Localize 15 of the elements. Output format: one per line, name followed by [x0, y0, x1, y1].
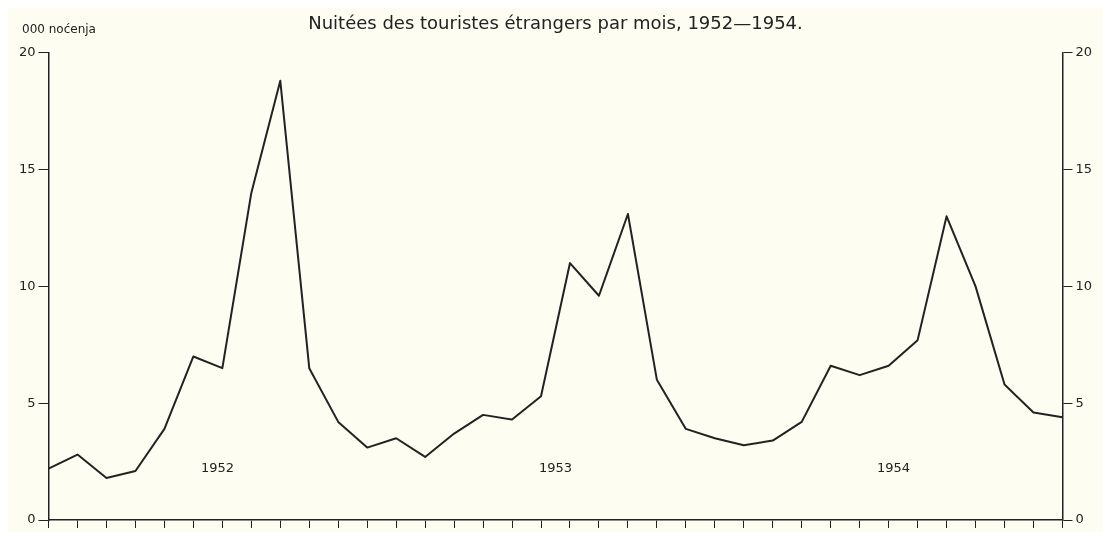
y2-tick-label: 15	[1075, 160, 1092, 176]
annotation: 1952	[200, 460, 235, 475]
chart-title: Nuitées des touristes étrangers par mois, 1952—1954.	[308, 12, 803, 33]
y2-tick-label: 0	[1075, 511, 1084, 527]
y2-tick-label: 10	[1075, 277, 1092, 293]
y-tick-label: 15	[19, 160, 36, 176]
y-tick-label: 5	[27, 394, 36, 410]
y-tick-label: 20	[19, 44, 36, 60]
y-tick-label: 10	[19, 277, 36, 293]
y-axis-title: 000 noćenja	[22, 22, 96, 36]
y2-tick-label: 20	[1075, 44, 1092, 60]
annotation: 1954	[876, 460, 911, 475]
annotation: 1953	[538, 460, 573, 475]
y-tick-label: 0	[27, 511, 36, 527]
y2-tick-label: 5	[1075, 394, 1084, 410]
